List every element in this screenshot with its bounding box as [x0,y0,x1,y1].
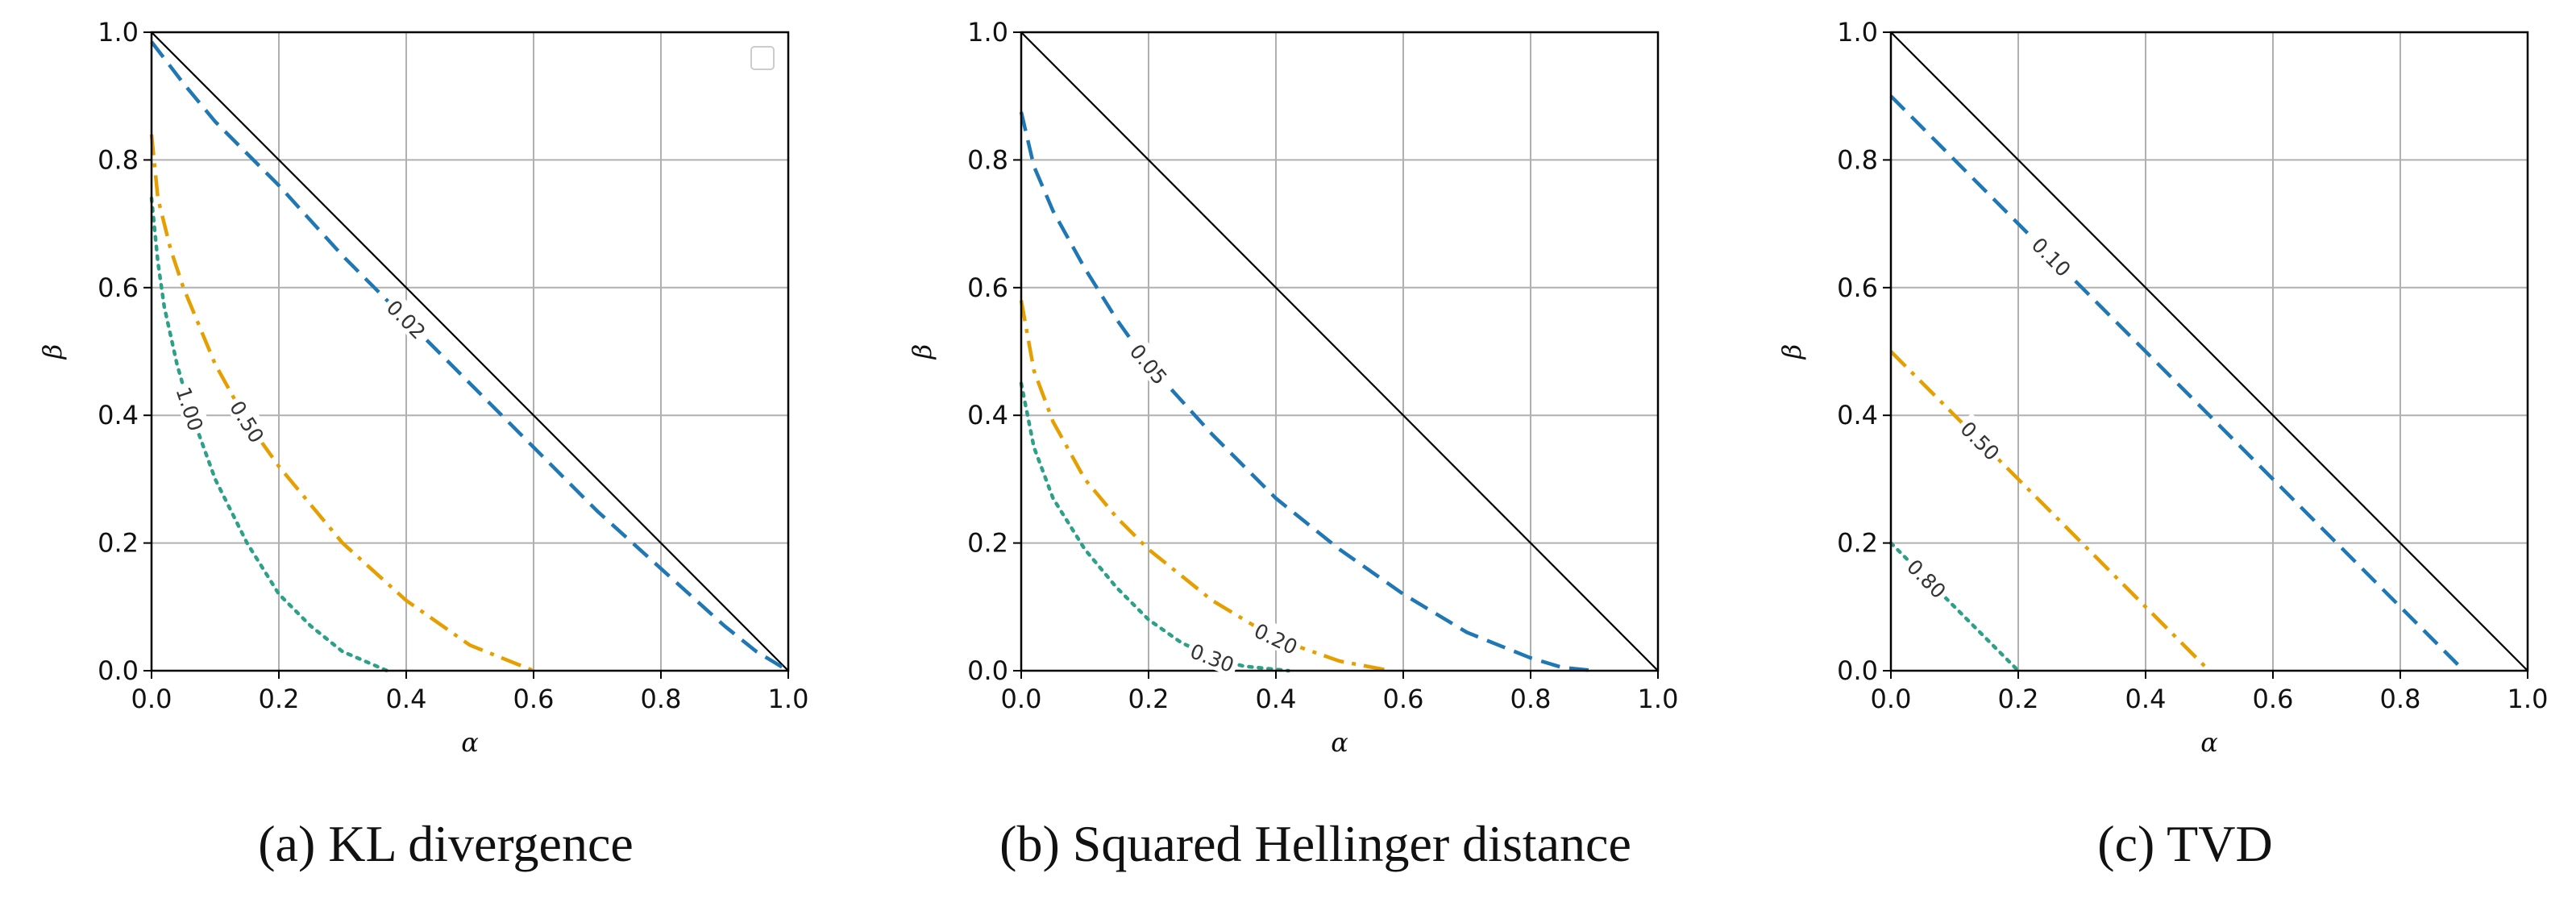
panel-caption: (c) TVD [2097,815,2272,872]
y-axis-label: β [37,344,68,360]
legend-box [750,46,775,70]
y-tick-label: 0.6 [1837,272,1878,303]
y-tick-label: 0.8 [1837,144,1878,175]
chart-panel-3: 0.0 0.2 0.4 0.6 0.8 1.00.00.20.40.60.81.0αβ0.… [1776,17,2548,872]
x-tick-label: 0.8 [1510,684,1552,714]
x-tick-label: 1.0 [768,684,809,714]
y-tick-label: 1.0 [1837,17,1878,48]
y-tick-label: 0.0 [98,655,139,686]
x-tick-label: 0.0 [1001,684,1042,714]
y-tick-label: 0.2 [98,528,139,559]
y-tick-label: 0.4 [1837,400,1878,430]
x-tick-label: 0.2 [259,684,300,714]
y-tick-label: 1.0 [967,17,1008,48]
contour-label-bg [2025,229,2079,283]
x-tick-label: 0.6 [1383,684,1424,714]
axes-frame [1889,31,2529,672]
contour-label-bg [1954,413,2009,467]
contour-label-bg [224,392,272,450]
y-tick-label: 0.8 [967,144,1008,175]
y-tick-label: 0.4 [98,400,139,430]
x-axis-label: α [1331,727,1348,758]
y-tick-label: 0.0 [967,655,1008,686]
series-line-0.50 [149,134,534,673]
y-tick-label: 0.8 [98,144,139,175]
x-tick-label: 1.0 [2507,684,2549,714]
series-line-0.50 [1889,350,2211,672]
y-axis-label: β [1776,344,1807,360]
contour-label-bg [380,291,434,346]
x-tick-label: 0.6 [2253,684,2294,714]
y-tick-label: 0.6 [98,272,139,303]
y-tick-label: 0.0 [1837,655,1878,686]
x-tick-label: 0.4 [1256,684,1297,714]
x-tick-label: 0.2 [1128,684,1170,714]
contour-label-bg [1124,335,1176,391]
axes-frame [150,31,790,672]
y-tick-label: 0.2 [967,528,1008,559]
y-tick-label: 0.2 [1837,528,1878,559]
contour-label-bg [1184,635,1241,677]
x-axis-label: α [2200,727,2218,758]
boundary-line [1020,31,1659,672]
x-tick-label: 0.4 [386,684,427,714]
y-tick-label: 1.0 [98,17,139,48]
series-line-0.10 [1889,94,2466,672]
x-tick-label: 0.4 [2125,684,2167,714]
contour-label-bg [171,380,211,437]
x-tick-label: 0.8 [2380,684,2421,714]
x-axis-label: α [461,727,479,758]
x-tick-label: 0.0 [1871,684,1912,714]
series-line-0.05 [1019,111,1595,673]
x-tick-label: 0.2 [1998,684,2039,714]
series-line-0.30 [1019,381,1291,673]
x-tick-label: 0.6 [513,684,555,714]
series-line-0.02 [150,40,790,672]
contour-label-bg [1901,551,1955,605]
boundary-line [1890,31,2528,672]
series-line-1.00 [149,196,389,673]
x-tick-label: 0.0 [131,684,172,714]
boundary-line [151,31,789,672]
chart-panel-1: 0.0 0.2 0.4 0.6 0.8 1.00.00.20.40.60.81.0αβ0.… [37,17,808,872]
x-tick-label: 1.0 [1638,684,1679,714]
contour-label: 1.00 [171,384,207,434]
axes-frame [1020,31,1660,672]
y-tick-label: 0.6 [967,272,1008,303]
x-tick-label: 0.8 [641,684,682,714]
y-axis-label: β [907,344,937,360]
contour-label-bg [1248,615,1306,659]
y-tick-label: 0.4 [967,400,1008,430]
chart-panel-2: 0.0 0.2 0.4 0.6 0.8 1.00.00.20.40.60.81.0αβ 0.… [907,17,1678,872]
series-line-0.20 [1019,300,1391,673]
panel-caption: (a) KL divergence [258,815,634,872]
panel-caption: (b) Squared Hellinger distance [999,815,1631,872]
